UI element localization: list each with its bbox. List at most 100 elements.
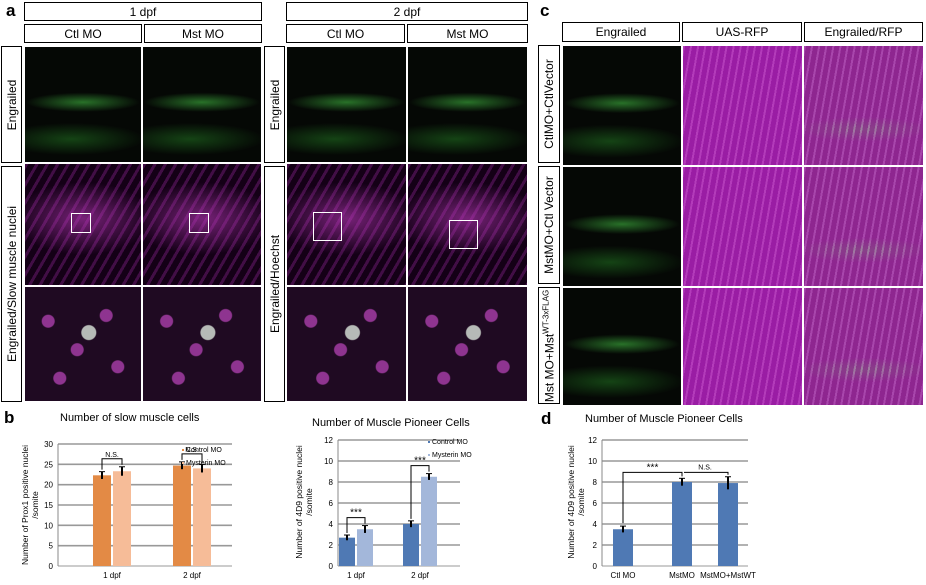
legend-entry: Mysterin MO: [186, 460, 226, 467]
col-header-engrailed: Engrailed: [562, 22, 680, 42]
roi-box: [71, 213, 91, 233]
col-header-uas-rfp: UAS-RFP: [682, 22, 802, 42]
chart-d-title: Number of Muscle Pioneer Cells: [585, 413, 743, 425]
panel-c-letter: c: [540, 1, 550, 20]
y-tick-label: 2: [329, 541, 334, 550]
micrograph-engrailed-ctl-2dpf: [286, 46, 407, 163]
row-label-engrailed-hoechst: Engrailed/Hoechst: [264, 166, 285, 402]
legend-swatch: [428, 454, 430, 456]
bar: [93, 475, 111, 566]
legend-swatch: [428, 441, 430, 443]
col-header-mst-mo-1dpf: Mst MO: [144, 24, 262, 43]
micrograph-engrailed-ctl-1dpf: [24, 46, 142, 163]
legend-entry: Control MO: [432, 439, 468, 446]
x-tick-label: 2 dpf: [411, 571, 430, 580]
bar: [339, 537, 355, 566]
header-2dpf: 2 dpf: [286, 2, 528, 21]
y-tick-label: 5: [49, 542, 54, 551]
y-tick-label: 30: [44, 440, 53, 449]
y-tick-label: 10: [588, 457, 597, 466]
micrograph-merge-mst-1dpf: [142, 163, 262, 286]
y-tick-label: 10: [324, 457, 333, 466]
significance-label: ***: [350, 508, 362, 519]
significance-bracket: [181, 453, 203, 463]
y-axis-label: Number of Prox1 positive nuclei/somite: [20, 445, 40, 565]
micrograph-c-merge-r1: [803, 45, 924, 166]
micrograph-merge-ctl-2dpf: [286, 163, 407, 286]
bar: [718, 483, 738, 566]
y-tick-label: 15: [44, 501, 53, 510]
y-tick-label: 25: [44, 460, 53, 469]
micrograph-c-rfp-r1: [682, 45, 803, 166]
micrograph-merge-mst-2dpf: [407, 163, 528, 286]
chart-b-title: Number of slow muscle cells: [60, 412, 200, 424]
row-label-engrailed-2dpf: Engrailed: [264, 46, 285, 163]
bar: [403, 524, 419, 566]
micrograph-c-engrailed-r3: [562, 287, 682, 406]
chart-b2: 0 2 4 6 8 10 12 Number of 4D9 positive nuclei/s…: [294, 436, 472, 580]
header-1dpf: 1 dpf: [24, 2, 262, 21]
row-label-ctlmo-ctlvector: CtlMO+CtlVector: [538, 45, 560, 163]
micrograph-c-engrailed-r1: [562, 45, 682, 166]
y-tick-label: 20: [44, 481, 53, 490]
micrograph-c-rfp-r3: [682, 287, 803, 406]
col-header-ctl-mo-2dpf: Ctl MO: [286, 24, 405, 43]
col-header-engrailed-rfp: Engrailed/RFP: [804, 22, 923, 42]
y-tick-label: 4: [329, 520, 334, 529]
micrograph-engrailed-mst-2dpf: [407, 46, 528, 163]
panel-d-letter: d: [541, 409, 552, 428]
x-tick-label: 1 dpf: [103, 571, 122, 580]
y-axis-label: Number of 4D9 positive nuclei/somite: [566, 445, 586, 559]
micrograph-merge-ctl-1dpf: [24, 163, 142, 286]
bar: [113, 471, 131, 566]
y-tick-label: 6: [329, 499, 334, 508]
micrograph-c-merge-r3: [803, 287, 924, 406]
significance-bracket: [410, 465, 430, 519]
legend-swatch: [182, 449, 184, 451]
bar: [672, 482, 692, 566]
y-tick-label: 0: [49, 562, 54, 571]
col-header-ctl-mo-1dpf: Ctl MO: [24, 24, 142, 43]
y-tick-label: 12: [324, 436, 333, 445]
roi-box: [449, 220, 478, 249]
legend-swatch: [182, 462, 184, 464]
significance-label: N.S.: [185, 447, 199, 454]
micrograph-c-merge-r2: [803, 166, 924, 287]
row-label-mstmo-mstwt: Mst MO+MstWT-3xFLAG: [538, 287, 560, 404]
significance-bracket: [101, 458, 123, 470]
y-tick-label: 4: [593, 520, 598, 529]
bar: [421, 476, 437, 566]
row-label-engrailed-1dpf: Engrailed: [1, 46, 22, 163]
y-tick-label: 8: [593, 478, 598, 487]
significance-bracket: [622, 471, 683, 524]
micrograph-c-rfp-r2: [682, 166, 803, 287]
significance-label: N.S.: [105, 452, 119, 459]
roi-box: [189, 213, 209, 233]
significance-label: ***: [414, 456, 426, 467]
bar: [357, 529, 373, 566]
y-tick-label: 10: [44, 521, 53, 530]
chart-b: 0 5 10 15 20 25 30 Number of Prox1 positive nuc…: [20, 440, 232, 580]
legend-entry: Control MO: [186, 447, 222, 454]
y-tick-label: 2: [593, 541, 598, 550]
micrograph-engrailed-mst-1dpf: [142, 46, 262, 163]
x-tick-label: MstMO: [669, 571, 695, 580]
micrograph-zoom-mst-1dpf: [142, 286, 262, 402]
bar: [173, 465, 191, 566]
col-header-mst-mo-2dpf: Mst MO: [407, 24, 528, 43]
significance-bracket: [346, 517, 366, 534]
y-tick-label: 8: [329, 478, 334, 487]
roi-box: [313, 212, 342, 241]
chart-b2-title: Number of Muscle Pioneer Cells: [312, 417, 470, 429]
row-label-mstmo-ctlvector: MstMO+Ctl Vector: [538, 166, 560, 284]
significance-label: ***: [647, 462, 659, 473]
panel-b-letter: b: [4, 408, 15, 427]
y-tick-label: 6: [593, 499, 598, 508]
micrograph-c-engrailed-r2: [562, 166, 682, 287]
x-tick-label: Ctl MO: [611, 571, 636, 580]
micrograph-zoom-ctl-2dpf: [286, 286, 407, 402]
y-tick-label: 0: [329, 562, 334, 571]
y-tick-label: 0: [593, 562, 598, 571]
panel-a-letter: a: [6, 1, 16, 20]
